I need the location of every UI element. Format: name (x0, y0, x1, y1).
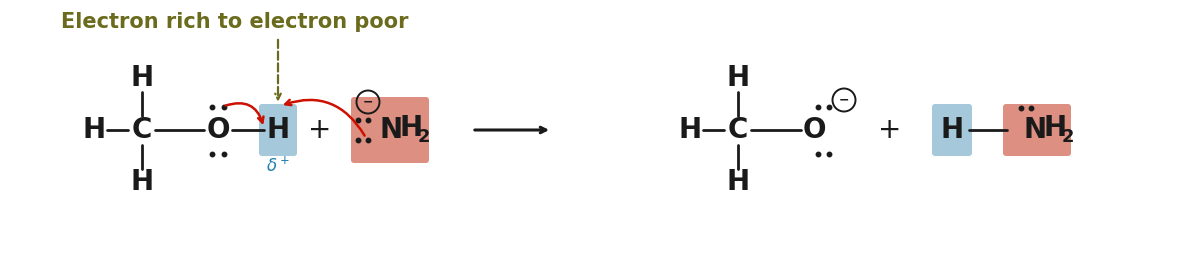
Text: H: H (131, 64, 154, 92)
Text: N: N (380, 116, 403, 144)
FancyBboxPatch shape (259, 104, 298, 156)
FancyBboxPatch shape (1003, 104, 1071, 156)
Text: Electron rich to electron poor: Electron rich to electron poor (61, 12, 408, 32)
Text: N: N (1025, 116, 1047, 144)
Text: +: + (878, 116, 902, 144)
Text: C: C (132, 116, 152, 144)
Text: C: C (728, 116, 749, 144)
Text: H: H (1044, 114, 1067, 142)
FancyBboxPatch shape (932, 104, 972, 156)
Text: H: H (726, 64, 750, 92)
FancyBboxPatch shape (351, 97, 430, 163)
Text: H: H (267, 116, 289, 144)
Text: O: O (802, 116, 826, 144)
Text: H: H (726, 168, 750, 196)
Text: H: H (400, 114, 424, 142)
Text: 2: 2 (1061, 127, 1075, 146)
Text: O: O (206, 116, 230, 144)
Text: 2: 2 (418, 127, 431, 146)
Text: $\delta^+$: $\delta^+$ (265, 156, 290, 176)
Text: −: − (839, 93, 850, 106)
Text: H: H (940, 116, 964, 144)
Text: +: + (308, 116, 332, 144)
Text: H: H (82, 116, 106, 144)
Text: −: − (363, 96, 374, 109)
Text: H: H (131, 168, 154, 196)
Text: H: H (678, 116, 702, 144)
